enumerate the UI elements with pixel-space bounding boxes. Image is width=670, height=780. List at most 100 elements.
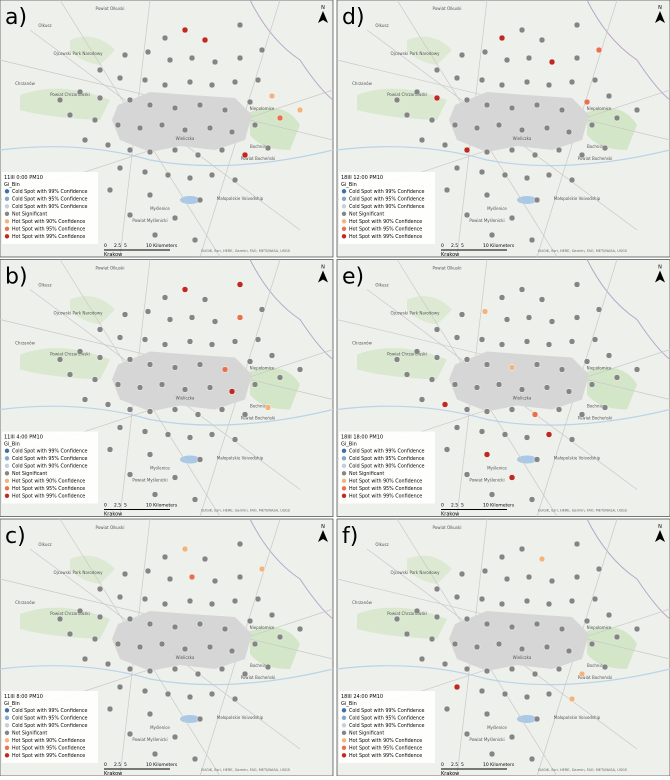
station-dot (478, 336, 486, 343)
station-dot (171, 406, 179, 413)
legend-field: Gi_Bin (341, 442, 357, 448)
legend-item: Cold Spot with 95% Confidence (12, 197, 88, 203)
station-dot (451, 640, 459, 648)
scale-label: 0 (104, 762, 107, 768)
scale-label: 5 (461, 503, 464, 509)
station-dot (488, 750, 496, 758)
place-label: Powiat Olkuski (433, 266, 462, 271)
station-dot (268, 352, 276, 359)
station-dot (473, 124, 481, 132)
station-dot (141, 168, 149, 176)
station-dot (548, 318, 556, 325)
station-dot (591, 595, 599, 603)
scale-label: 10 Kilometers (483, 243, 515, 249)
legend-item: Not Significant (349, 731, 384, 737)
station-dot (413, 88, 421, 96)
city-area (449, 92, 589, 152)
legend-item: Cold Spot with 99% Confidence (349, 449, 425, 455)
station-dot (264, 404, 272, 411)
station-dot (443, 186, 451, 194)
station-dot (231, 338, 239, 345)
legend-swatch (341, 456, 347, 461)
station-dot (528, 755, 536, 763)
place-label: Ojcowski Park Narodowy (391, 570, 441, 575)
city-area (449, 611, 589, 671)
legend-swatch (341, 234, 347, 239)
station-dot (66, 371, 74, 378)
station-dot (186, 693, 194, 701)
place-label: Niepołomice (587, 625, 612, 630)
legend-swatch (341, 226, 347, 231)
station-dot (498, 294, 506, 301)
station-dot (483, 408, 491, 415)
station-dot (186, 78, 194, 86)
station-dot (458, 51, 466, 59)
station-dot (194, 151, 202, 159)
station-dot (126, 146, 134, 154)
station-dot (568, 436, 576, 443)
station-dot (151, 231, 159, 239)
station-dot (196, 456, 204, 463)
legend-box (339, 172, 435, 244)
place-label: Wieliczka (513, 655, 532, 660)
station-dot (545, 690, 553, 698)
station-dot (211, 577, 219, 585)
green-area (70, 555, 115, 584)
scale-label: 5 (124, 243, 127, 249)
station-dot (186, 597, 194, 605)
station-dot (428, 635, 436, 643)
scale-label: 5 (124, 762, 127, 768)
station-dot (211, 58, 219, 66)
scale-label: 5 (461, 762, 464, 768)
station-dot (208, 341, 216, 348)
place-label: Olkusz (38, 23, 51, 28)
station-dot (463, 471, 471, 478)
panel-label: b) (5, 265, 28, 290)
station-dot (583, 98, 591, 106)
place-label: Powiat Myślenicki (132, 737, 167, 742)
scale-label: 2.5 (114, 762, 121, 768)
station-dot (463, 146, 471, 154)
scale-label: 10 Kilometers (483, 503, 515, 509)
station-dot (158, 121, 166, 129)
lake (517, 455, 537, 464)
river (0, 146, 334, 167)
place-label: Niepołomice (587, 366, 612, 371)
place-label: Olkusz (38, 283, 51, 288)
north-arrow (318, 530, 328, 542)
green-area (587, 627, 637, 669)
legend-swatch (341, 478, 347, 483)
station-dot (518, 645, 526, 653)
station-dot (106, 705, 114, 713)
station-dot (221, 106, 229, 114)
station-dot (518, 545, 526, 553)
station-dot (218, 665, 226, 673)
station-dot (106, 446, 114, 453)
legend-field: Gi_Bin (4, 182, 20, 188)
station-dot (116, 74, 124, 82)
station-dot (453, 334, 461, 341)
legend-swatch (4, 723, 10, 728)
legend-field: Gi_Bin (4, 701, 20, 707)
station-dot (458, 311, 466, 318)
river (336, 405, 670, 426)
legend-swatch (4, 715, 10, 720)
legend-swatch (4, 211, 10, 216)
station-dot (573, 573, 581, 581)
place-label: Powiat Myślenicki (132, 218, 167, 223)
place-label: Powiat Olkuski (96, 266, 125, 271)
legend-item: Cold Spot with 95% Confidence (12, 716, 88, 722)
legend-item: Cold Spot with 95% Confidence (12, 456, 88, 462)
station-dot (523, 78, 531, 86)
station-dot (141, 76, 149, 84)
attribution: GUGiK, Esri, HERE, Garmin, FAO, METI/NAS… (201, 509, 291, 513)
place-label: Powiat Myślenicki (132, 478, 167, 483)
station-dot (533, 620, 541, 628)
legend-swatch (341, 204, 347, 209)
station-dot (211, 318, 219, 325)
legend-item: Hot Spot with 90% Confidence (12, 738, 85, 744)
station-dot (583, 358, 591, 365)
station-dot (171, 364, 179, 371)
legend-swatch (4, 493, 10, 498)
station-dot (545, 81, 553, 89)
